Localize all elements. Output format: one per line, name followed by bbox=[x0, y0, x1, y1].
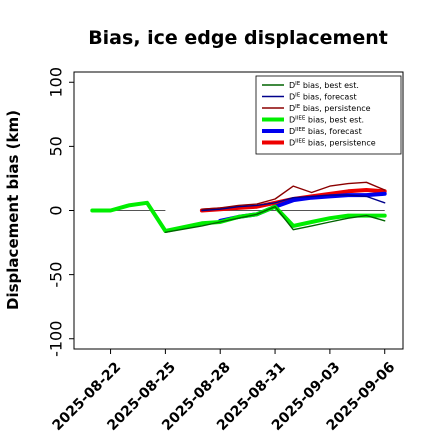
legend-entry-label: DIIEE bias, best est. bbox=[289, 116, 364, 125]
series-line bbox=[201, 194, 386, 212]
legend-entry-label: DIIEE bias, persistence bbox=[289, 139, 376, 148]
y-axis-label: Displacement bias (km) bbox=[4, 110, 22, 310]
series-line bbox=[201, 181, 386, 210]
series-line bbox=[164, 205, 386, 234]
legend-entry-label: DIE bias, persistence bbox=[289, 104, 371, 113]
plot-area bbox=[90, 181, 387, 234]
legend-entry-label: DIIEE bias, forecast bbox=[289, 127, 362, 136]
chart-title: Bias, ice edge displacement bbox=[88, 27, 388, 49]
legend-entry-label: DIE bias, forecast bbox=[289, 93, 357, 102]
y-tick-label: -100 bbox=[47, 321, 66, 357]
y-tick-label: 50 bbox=[47, 136, 66, 156]
legend: DIE bias, best est. DIE bias, forecast DIE… bbox=[255, 75, 402, 155]
legend-entry-label: DIE bias, best est. bbox=[289, 81, 359, 90]
x-axis: 2025-08-222025-08-252025-08-282025-08-31… bbox=[50, 349, 398, 434]
y-tick-label: 0 bbox=[47, 205, 66, 215]
y-axis: -100 -50 0 50 100 bbox=[47, 67, 74, 357]
y-tick-label: -50 bbox=[47, 262, 66, 288]
y-tick-label: 100 bbox=[47, 67, 66, 98]
